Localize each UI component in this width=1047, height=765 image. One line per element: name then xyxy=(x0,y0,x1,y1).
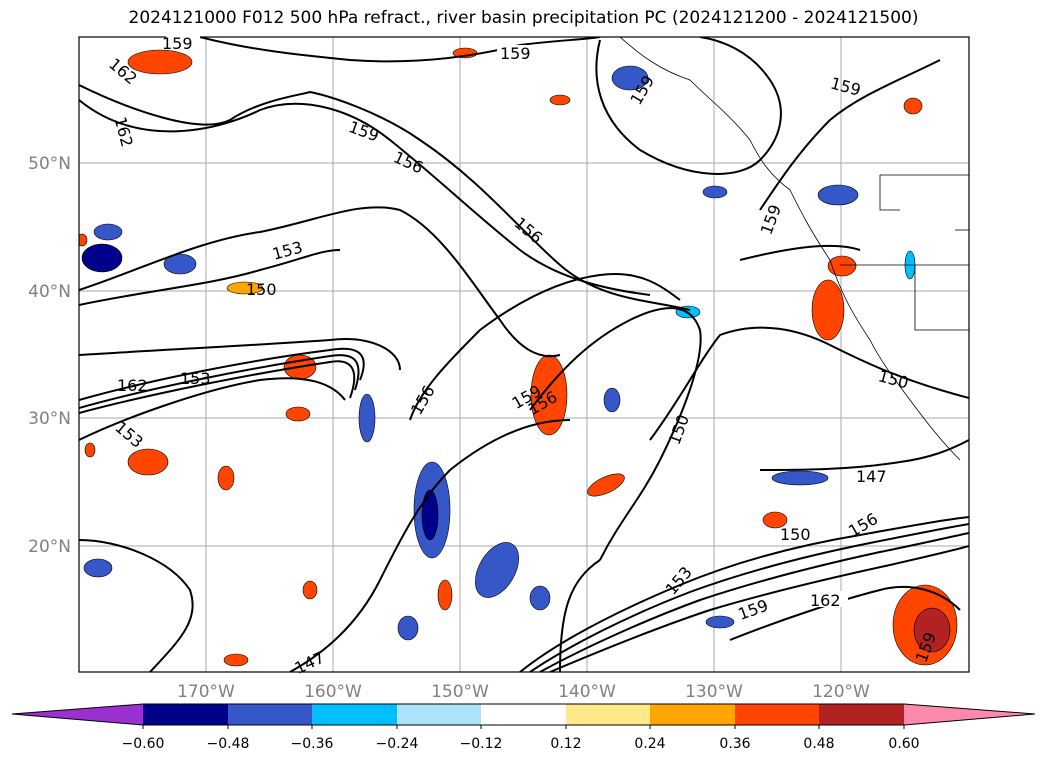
colorbar-segment xyxy=(650,704,735,725)
negative-anomaly-blob xyxy=(475,542,519,598)
map-plot-area xyxy=(79,37,969,672)
lat-label: 30°N xyxy=(28,409,71,429)
positive-anomaly-blob xyxy=(226,281,264,295)
map-title: 2024121000 F012 500 hPa refract., river … xyxy=(128,8,919,28)
coastlines xyxy=(619,37,969,461)
positive-anomaly-blob xyxy=(127,49,193,75)
contour-label: 156 xyxy=(511,213,547,247)
colorbar-segment xyxy=(566,704,650,725)
lon-label: 120°W xyxy=(812,682,870,702)
colorbar-tick-label: −0.36 xyxy=(291,736,334,752)
lat-label: 50°N xyxy=(28,154,71,174)
positive-anomaly-blob xyxy=(811,279,845,341)
lon-label: 140°W xyxy=(558,682,616,702)
positive-anomaly-blob xyxy=(549,94,571,106)
colorbar-segment xyxy=(143,704,228,725)
longitude-labels: 170°W 160°W 150°W 140°W 130°W 120°W xyxy=(177,682,870,702)
negative-anomaly-blob xyxy=(397,615,419,641)
colorbar-segment xyxy=(904,704,1035,725)
negative-anomaly-blob xyxy=(421,489,439,541)
colorbar-segment xyxy=(397,704,481,725)
gridlines xyxy=(79,37,969,672)
contour-label: 159 xyxy=(736,596,771,624)
positive-anomaly-blob xyxy=(302,580,318,600)
contour-label: 150 xyxy=(246,280,277,299)
negative-anomaly-blob xyxy=(771,470,829,486)
positive-anomaly-blob xyxy=(437,579,453,611)
lon-label: 150°W xyxy=(431,682,489,702)
colorbar-ticks xyxy=(142,725,905,729)
lat-label: 20°N xyxy=(28,537,71,557)
contour-label: 150 xyxy=(876,366,910,392)
colorbar-segment xyxy=(228,704,312,725)
contour-label: 156 xyxy=(407,382,439,418)
negative-anomaly-blob xyxy=(81,243,123,273)
positive-anomaly-blob xyxy=(762,511,788,529)
colorbar-segment xyxy=(481,704,566,725)
negative-anomaly-blob xyxy=(702,185,728,199)
negative-anomaly-blob xyxy=(603,387,621,413)
positive-anomaly-blob xyxy=(79,233,88,247)
colorbar: −0.60 −0.48 −0.36 −0.24 −0.12 0.12 0.24 … xyxy=(11,703,1036,752)
positive-anomaly-blob xyxy=(827,255,857,277)
lat-label: 40°N xyxy=(28,282,71,302)
colorbar-segment xyxy=(312,704,397,725)
contour-label: 147 xyxy=(856,467,887,486)
contour-label: 150 xyxy=(665,412,693,447)
positive-anomaly-blob xyxy=(285,406,311,422)
precipitation-shading xyxy=(79,47,958,667)
negative-anomaly-blob xyxy=(817,184,859,206)
negative-anomaly-blob xyxy=(611,65,649,91)
latitude-labels: 50°N 40°N 30°N 20°N xyxy=(28,154,71,557)
contour-label: 162 xyxy=(117,376,148,395)
negative-anomaly-blob xyxy=(163,253,197,275)
positive-anomaly-blob xyxy=(127,448,169,476)
contour-label: 147 xyxy=(292,648,328,678)
negative-anomaly-blob xyxy=(83,558,113,578)
lon-label: 160°W xyxy=(304,682,362,702)
contour-label: 156 xyxy=(391,147,427,177)
positive-anomaly-blob xyxy=(217,465,235,491)
positive-anomaly-blob xyxy=(587,473,625,497)
positive-anomaly-blob xyxy=(903,97,923,115)
contour-label: 153 xyxy=(662,563,696,599)
contour-label: 162 xyxy=(111,115,137,149)
colorbar-tick-label: −0.24 xyxy=(376,736,419,752)
colorbar-tick-label: 0.48 xyxy=(803,736,834,752)
refractivity-contours xyxy=(79,37,969,672)
positive-anomaly-blob xyxy=(223,653,249,667)
positive-anomaly-blob xyxy=(84,442,96,458)
contour-label: 159 xyxy=(828,73,862,99)
lon-label: 130°W xyxy=(685,682,743,702)
contour-label: 162 xyxy=(810,591,841,610)
positive-anomaly-blob xyxy=(913,607,951,653)
lon-label: 170°W xyxy=(177,682,235,702)
colorbar-tick-label: 0.36 xyxy=(719,736,750,752)
colorbar-tick-label: −0.12 xyxy=(460,736,503,752)
colorbar-tick-label: −0.60 xyxy=(122,736,165,752)
contour-label: 150 xyxy=(780,525,811,544)
colorbar-tick-label: −0.48 xyxy=(207,736,250,752)
colorbar-tick-label: 0.60 xyxy=(888,736,919,752)
map-frame xyxy=(78,36,970,673)
contour-label: 153 xyxy=(270,238,304,264)
colorbar-segment xyxy=(735,704,819,725)
colorbar-segment xyxy=(12,704,143,725)
negative-anomaly-blob xyxy=(93,223,123,241)
colorbar-segment xyxy=(819,704,904,725)
contour-label: 159 xyxy=(162,34,193,53)
negative-anomaly-blob xyxy=(705,615,735,629)
contour-label: 159 xyxy=(500,44,531,63)
negative-anomaly-blob xyxy=(358,393,376,443)
contour-label: 153 xyxy=(180,369,211,388)
contour-label: 159 xyxy=(346,117,381,145)
colorbar-tick-label: 0.24 xyxy=(634,736,665,752)
colorbar-tick-label: 0.12 xyxy=(550,736,581,752)
negative-anomaly-blob xyxy=(529,585,551,611)
